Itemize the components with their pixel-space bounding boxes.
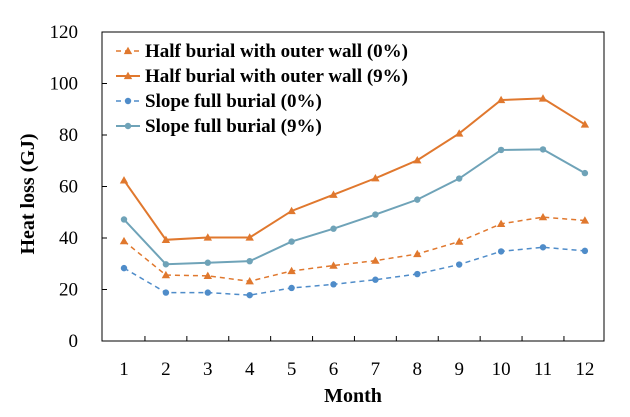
x-axis-ticks: 1 2 3 4 5 6 7 8 9 10 11 12 [119, 336, 594, 380]
data-point [580, 120, 590, 128]
data-point [162, 289, 170, 296]
data-point [119, 236, 129, 245]
data-point [287, 266, 296, 275]
x-tick-label: 5 [287, 359, 297, 380]
legend: Half burial with outer wall (0%) Half bur… [116, 41, 408, 137]
data-point [456, 261, 463, 268]
series-line [123, 97, 586, 241]
x-tick-label: 12 [575, 359, 594, 380]
x-tick-label: 2 [161, 359, 171, 380]
data-point [120, 216, 128, 223]
data-point [539, 146, 547, 153]
legend-item: Half burial with outer wall (9%) [116, 66, 408, 87]
data-point [497, 248, 505, 255]
x-tick-label: 6 [329, 359, 339, 380]
y-tick-label: 0 [69, 331, 79, 352]
data-point [330, 281, 337, 288]
series-3 [120, 244, 589, 299]
data-point [204, 289, 211, 296]
series-line [123, 216, 585, 283]
data-point [288, 238, 295, 245]
data-point [496, 219, 506, 227]
data-point [371, 174, 380, 182]
x-tick-label: 9 [454, 359, 464, 380]
data-point [330, 225, 337, 232]
data-point [371, 256, 380, 264]
legend-label: Half burial with outer wall (9%) [145, 66, 408, 87]
data-point [245, 277, 254, 285]
y-tick-label: 60 [59, 177, 78, 198]
data-point [539, 244, 547, 251]
y-tick-label: 120 [50, 22, 79, 43]
data-point [245, 233, 254, 241]
series-line [123, 246, 585, 296]
data-point [161, 270, 171, 279]
data-point [414, 196, 421, 203]
x-tick-label: 3 [203, 359, 213, 380]
x-axis-title: Month [324, 385, 382, 407]
data-point [287, 206, 296, 215]
y-tick-label: 40 [59, 228, 78, 249]
legend-label: Slope full burial (0%) [145, 91, 322, 112]
data-point [203, 233, 212, 241]
x-tick-label: 4 [245, 359, 255, 380]
data-point [162, 261, 170, 268]
legend-item: Slope full burial (0%) [116, 91, 322, 112]
x-tick-label: 1 [119, 359, 129, 380]
data-point [413, 249, 422, 258]
data-point [496, 95, 506, 104]
legend-swatch-marker [124, 97, 132, 105]
data-point [372, 211, 379, 218]
series-line [123, 148, 586, 266]
data-point [538, 94, 548, 102]
series-4 [120, 146, 589, 268]
data-point [372, 276, 379, 283]
y-tick-label: 80 [59, 125, 78, 146]
data-point [203, 271, 212, 280]
data-point [455, 237, 464, 245]
data-point [329, 261, 338, 269]
data-point [581, 169, 589, 177]
x-tick-label: 10 [492, 359, 511, 380]
legend-swatch-marker [124, 122, 132, 130]
series-layer [119, 94, 590, 299]
series-1 [119, 212, 590, 285]
data-point [119, 176, 129, 184]
legend-label: Slope full burial (9%) [145, 116, 322, 137]
data-point [580, 216, 590, 224]
data-point [329, 190, 338, 198]
data-point [414, 270, 421, 278]
data-point [120, 264, 128, 272]
legend-item: Half burial with outer wall (0%) [116, 41, 408, 62]
data-point [161, 235, 171, 243]
x-tick-label: 7 [371, 359, 381, 380]
y-axis-title: Heat loss (GJ) [17, 133, 39, 254]
series-2 [119, 94, 590, 243]
data-point [413, 156, 422, 164]
legend-label: Half burial with outer wall (0%) [145, 41, 408, 62]
data-point [581, 247, 589, 255]
data-point [456, 175, 463, 182]
data-point [204, 259, 211, 266]
legend-swatch-marker [123, 71, 133, 80]
data-point [538, 212, 548, 221]
y-tick-label: 100 [50, 74, 79, 95]
data-point [288, 284, 295, 292]
x-tick-label: 11 [534, 359, 552, 380]
data-point [497, 146, 505, 154]
data-point [455, 129, 464, 137]
x-tick-label: 8 [413, 359, 423, 380]
data-point [246, 291, 253, 299]
legend-item: Slope full burial (9%) [116, 116, 322, 137]
y-tick-label: 20 [59, 280, 78, 301]
y-axis-ticks: 0 20 40 60 80 100 120 [50, 22, 107, 352]
data-point [246, 257, 253, 265]
legend-swatch-marker [123, 46, 133, 55]
